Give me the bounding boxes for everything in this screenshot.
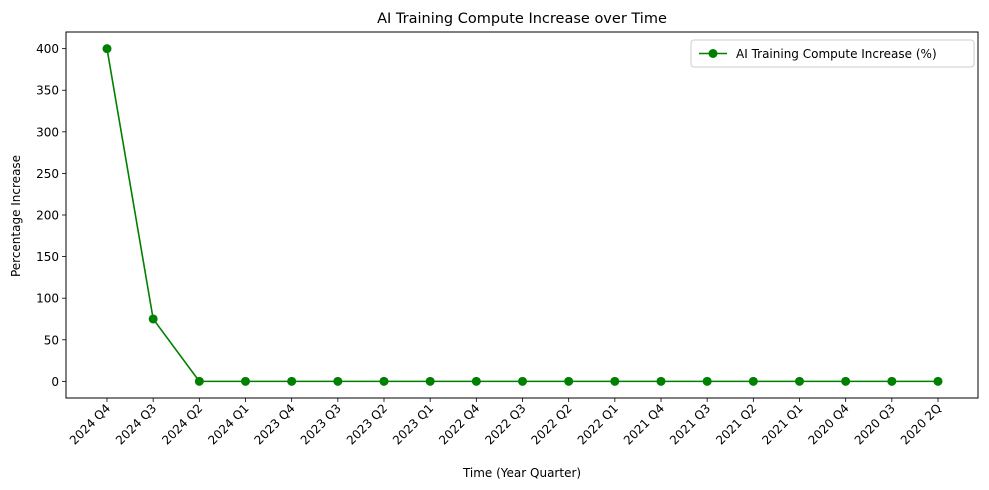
data-point <box>333 376 343 386</box>
data-point <box>102 44 112 54</box>
x-axis-label: Time (Year Quarter) <box>462 466 581 480</box>
data-point <box>795 376 804 386</box>
data-point <box>887 376 897 386</box>
data-point <box>471 376 481 386</box>
legend-marker-swatch <box>708 49 718 58</box>
legend: AI Training Compute Increase (%) <box>690 39 975 68</box>
data-point <box>748 376 758 386</box>
chart-title: AI Training Compute Increase over Time <box>377 11 667 27</box>
data-point <box>656 376 666 386</box>
legend-entry-label: AI Training Compute Increase (%) <box>736 47 937 61</box>
data-point <box>148 314 158 324</box>
y-tick-label: 350 <box>36 84 59 98</box>
data-point <box>564 376 574 386</box>
data-point <box>702 376 712 386</box>
data-point <box>841 376 851 386</box>
y-tick-label: 250 <box>36 167 59 181</box>
data-point <box>610 376 620 386</box>
data-point <box>933 376 943 386</box>
y-tick-label: 200 <box>36 209 59 223</box>
data-point <box>425 376 435 386</box>
y-tick-label: 150 <box>36 250 59 264</box>
y-tick-label: 0 <box>51 375 59 389</box>
y-axis-ticks: 0 50 100 150 200 250 300 350 400 <box>36 42 66 389</box>
data-point <box>518 376 527 386</box>
data-point <box>379 376 389 386</box>
y-tick-label: 300 <box>36 125 59 139</box>
plot-area-frame <box>65 31 979 399</box>
data-point <box>241 376 250 386</box>
legend-box <box>690 39 975 68</box>
y-tick-label: 100 <box>36 292 59 306</box>
y-tick-label: 400 <box>36 42 59 56</box>
series-layer <box>102 44 943 386</box>
data-point <box>194 376 204 386</box>
data-point <box>287 376 297 386</box>
y-axis-label: Percentage Increase <box>9 155 23 277</box>
y-tick-label: 50 <box>44 333 59 347</box>
